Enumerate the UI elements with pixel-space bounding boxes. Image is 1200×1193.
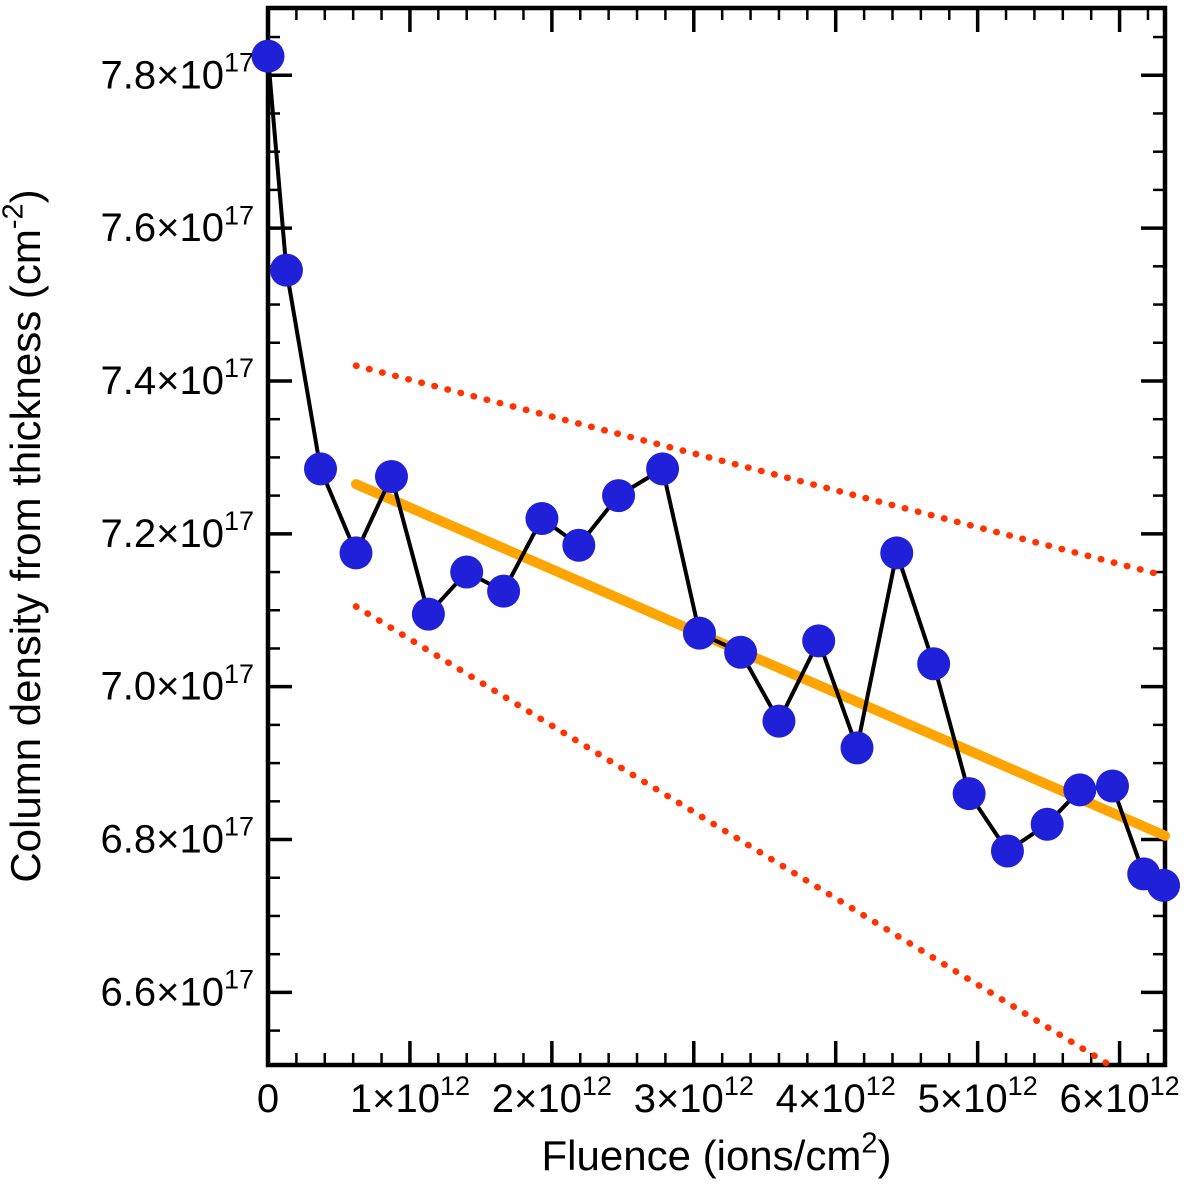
plot-frame [265,5,1168,1068]
x-tick-label: 5×1012 [918,1071,1038,1121]
y-axis-title: Column density from thickness (cm-2) [0,189,49,882]
data-point [487,574,521,608]
data-point [917,647,951,681]
data-point [1095,769,1129,803]
data-point [450,555,484,589]
data-point [411,597,445,631]
data-point [840,731,874,765]
upper-bound-line [352,362,1169,580]
data-point [1147,868,1181,902]
data-point [682,616,716,650]
x-tick-label: 4×1012 [776,1071,896,1121]
y-tick-label: 6.8×1017 [100,812,254,862]
x-tick-label: 1×1012 [350,1071,470,1121]
data-point [269,253,303,287]
y-tick-label: 7.4×1017 [100,353,254,403]
y-tick-label: 7.8×1017 [100,47,254,97]
data-point [802,624,836,658]
data-point [374,460,408,494]
x-tick-label: 2×1012 [492,1071,612,1121]
x-tick-label: 6×1012 [1060,1071,1180,1121]
y-tick-label: 7.2×1017 [100,506,254,556]
data-point [646,452,680,486]
x-tick-label: 0 [257,1077,279,1121]
data-point [952,777,986,811]
data-point [880,536,914,570]
y-tick-label: 7.0×1017 [100,659,254,709]
data-point [724,635,758,669]
data-point [602,479,636,513]
data-point [990,834,1024,868]
data-point [1030,807,1064,841]
data-point [762,704,796,738]
data-point [304,452,338,486]
data-point [339,536,373,570]
y-tick-label: 7.6×1017 [100,200,254,250]
x-tick-label: 3×1012 [634,1071,754,1121]
x-axis-title: Fluence (ions/cm2) [542,1127,892,1179]
data-point [1063,773,1097,807]
lower-bound-line [352,603,1113,1069]
axis-ticks [266,8,1165,1065]
data-point [251,39,285,73]
data-point [525,502,559,536]
data-point [562,528,596,562]
y-tick-label: 6.6×1017 [100,965,254,1015]
linear-fit-line [350,479,1170,841]
